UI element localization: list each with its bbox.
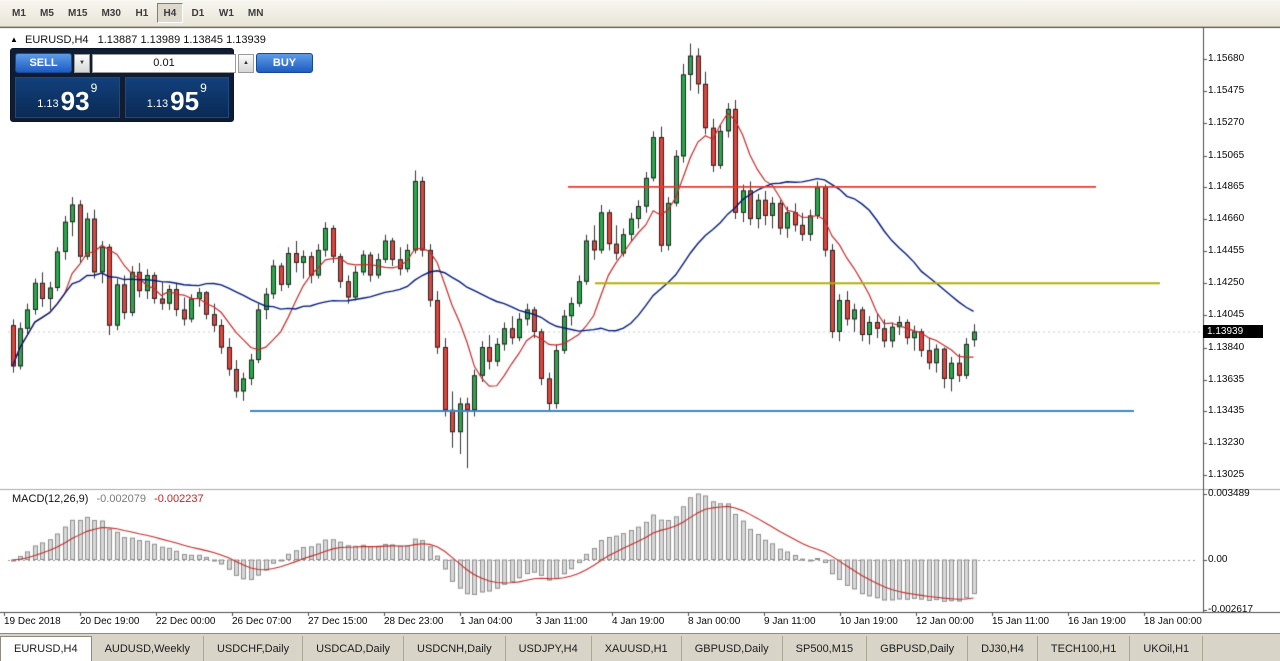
chevron-up-icon: ▲ bbox=[243, 60, 249, 66]
lot-decrease-button[interactable]: ▼ bbox=[74, 53, 90, 73]
trade-controls-row: SELL ▼ ▲ BUY bbox=[15, 53, 313, 73]
price-chart-canvas[interactable] bbox=[0, 27, 1280, 633]
timeframe-button-w1[interactable]: W1 bbox=[213, 3, 240, 23]
timeframe-button-m1[interactable]: M1 bbox=[6, 3, 32, 23]
timeframe-button-m30[interactable]: M30 bbox=[95, 3, 126, 23]
lot-size-input[interactable] bbox=[92, 53, 236, 73]
ask-price-box[interactable]: 1.13 95 9 bbox=[124, 77, 229, 118]
chart-area: ▲ EURUSD,H4 1.13887 1.13989 1.13845 1.13… bbox=[0, 27, 1280, 633]
ask-prefix: 1.13 bbox=[146, 98, 169, 110]
chart-tab-ukoil-h1[interactable]: UKOil,H1 bbox=[1130, 636, 1204, 661]
chevron-down-icon: ▼ bbox=[79, 60, 85, 66]
timeframe-button-h1[interactable]: H1 bbox=[129, 3, 155, 23]
timeframe-button-mn[interactable]: MN bbox=[242, 3, 270, 23]
bid-price-box[interactable]: 1.13 93 9 bbox=[15, 77, 120, 118]
sell-button[interactable]: SELL bbox=[15, 53, 72, 73]
timeframe-button-m15[interactable]: M15 bbox=[62, 3, 93, 23]
bid-big-digits: 93 bbox=[60, 86, 90, 117]
trade-prices-row: 1.13 93 9 1.13 95 9 bbox=[15, 77, 229, 118]
timeframe-button-m5[interactable]: M5 bbox=[34, 3, 60, 23]
ask-pip-digit: 9 bbox=[200, 81, 207, 95]
timeframe-button-d1[interactable]: D1 bbox=[185, 3, 211, 23]
one-click-trading-panel: SELL ▼ ▲ BUY 1.13 93 9 1.13 95 9 bbox=[10, 48, 313, 122]
chart-tab-usdcad-daily[interactable]: USDCAD,Daily bbox=[303, 636, 405, 661]
chart-tab-tech100-h1[interactable]: TECH100,H1 bbox=[1038, 636, 1131, 661]
chart-tab-dj30-h4[interactable]: DJ30,H4 bbox=[968, 636, 1038, 661]
chart-tab-xauusd-h1[interactable]: XAUUSD,H1 bbox=[592, 636, 682, 661]
chart-tab-usdjpy-h4[interactable]: USDJPY,H4 bbox=[506, 636, 592, 661]
timeframe-toolbar: M1 M5 M15 M30 H1 H4 D1 W1 MN bbox=[0, 0, 1280, 27]
chart-tab-sp500-m15[interactable]: SP500,M15 bbox=[783, 636, 868, 661]
chart-tab-usdchf-daily[interactable]: USDCHF,Daily bbox=[204, 636, 304, 661]
one-click-toggle-icon[interactable]: ▲ bbox=[10, 35, 18, 44]
bid-pip-digit: 9 bbox=[90, 81, 98, 95]
chart-tab-gbpusd-daily[interactable]: GBPUSD,Daily bbox=[682, 636, 783, 661]
lot-increase-button[interactable]: ▲ bbox=[238, 53, 254, 73]
chart-tabs-bar: EURUSD,H4 AUDUSD,Weekly USDCHF,Daily USDCAD… bbox=[0, 633, 1280, 661]
buy-button[interactable]: BUY bbox=[256, 53, 313, 73]
chart-tab-gbpusd-daily[interactable]: GBPUSD,Daily bbox=[867, 636, 969, 661]
bid-prefix: 1.13 bbox=[37, 98, 59, 110]
chart-tab-eurusd-h4[interactable]: EURUSD,H4 bbox=[0, 636, 92, 661]
chart-tab-usdcnh-daily[interactable]: USDCNH,Daily bbox=[404, 636, 506, 661]
ask-big-digits: 95 bbox=[170, 86, 200, 117]
chart-tab-audusd-weekly[interactable]: AUDUSD,Weekly bbox=[92, 636, 204, 661]
timeframe-button-h4[interactable]: H4 bbox=[156, 3, 183, 23]
